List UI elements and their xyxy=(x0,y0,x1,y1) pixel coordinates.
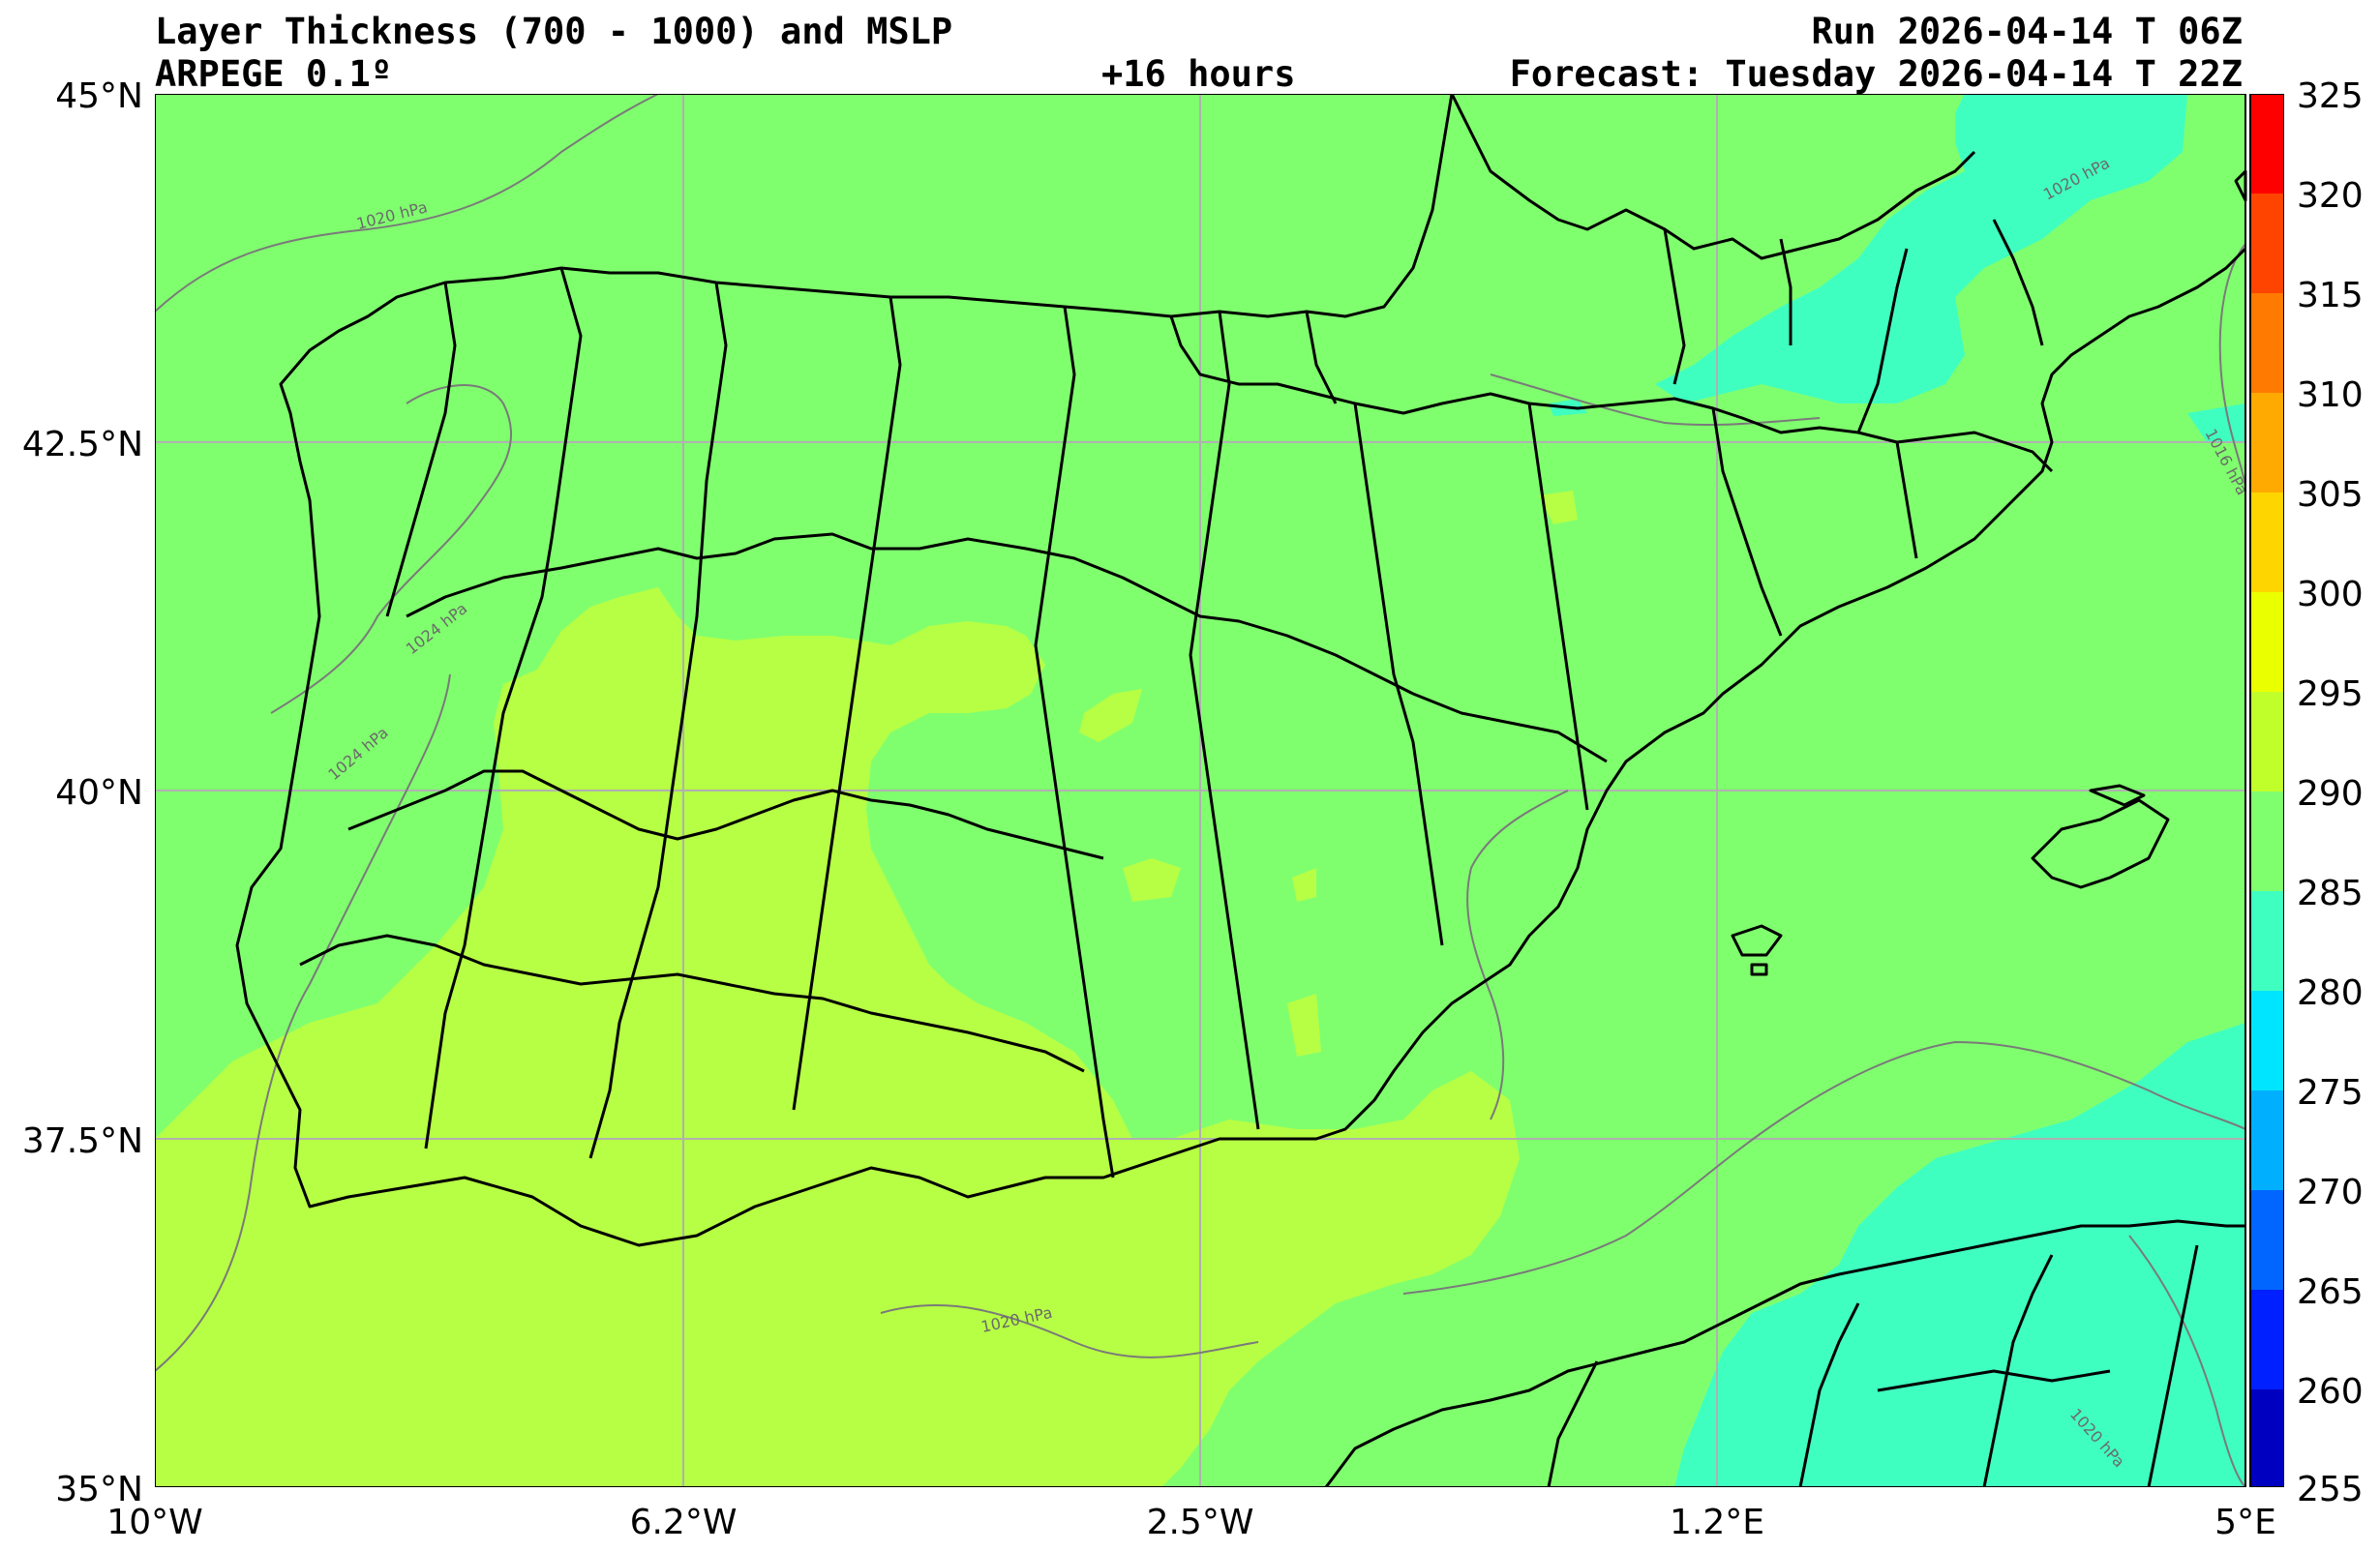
colorbar-tick-285: 285 xyxy=(2297,874,2364,913)
colorbar-segment xyxy=(2250,592,2284,692)
colorbar-tick-290: 290 xyxy=(2297,774,2364,814)
colorbar-tick-305: 305 xyxy=(2297,475,2364,515)
isobars xyxy=(155,94,2246,1487)
forecast-time: Forecast: Tuesday 2026-04-14 T 22Z xyxy=(1509,53,2243,95)
lon-label-10w: 10°W xyxy=(106,1503,203,1542)
chart-title: Layer Thickness (700 - 1000) and MSLP xyxy=(155,11,953,52)
colorbar-tick-275: 275 xyxy=(2297,1073,2364,1113)
lon-label-2-5w: 2.5°W xyxy=(1146,1503,1254,1542)
colorbar-segment xyxy=(2250,1290,2284,1389)
colorbar-segment xyxy=(2250,1389,2284,1487)
map-frame xyxy=(155,94,2246,1487)
warm-thickness-region xyxy=(155,491,2245,1487)
coastlines-and-borders xyxy=(235,94,2247,1487)
lat-label-37-5: 37.5°N xyxy=(21,1121,143,1161)
lon-label-6-2w: 6.2°W xyxy=(629,1503,738,1542)
colorbar-segment xyxy=(2250,1190,2284,1290)
colorbar-tick-310: 310 xyxy=(2297,375,2364,415)
colorbar-segment xyxy=(2250,891,2284,991)
colorbar-frame xyxy=(2249,94,2284,1487)
colorbar-tick-270: 270 xyxy=(2297,1173,2364,1212)
lon-label-1-2e: 1.2°E xyxy=(1670,1503,1764,1542)
colorbar-tick-320: 320 xyxy=(2297,176,2364,216)
colorbar-segment xyxy=(2250,194,2284,293)
thickness-map[interactable]: 1020 hPa 1024 hPa 1024 hPa 1020 hPa 1020… xyxy=(155,94,2284,1487)
colorbar-tick-255: 255 xyxy=(2297,1470,2364,1509)
colorbar-tick-265: 265 xyxy=(2297,1272,2364,1312)
lat-label-42-5: 42.5°N xyxy=(21,425,143,464)
colorbar-tick-300: 300 xyxy=(2297,575,2364,614)
colorbar-segment xyxy=(2250,1090,2284,1190)
latlon-gridlines xyxy=(155,94,2245,1487)
colorbar-segment xyxy=(2250,293,2284,393)
lead-time: +16 hours xyxy=(1101,53,1296,95)
colorbar-segment xyxy=(2250,393,2284,492)
colorbar-segment xyxy=(2250,692,2284,791)
model-name: ARPEGE 0.1º xyxy=(155,53,393,95)
colorbar-tick-260: 260 xyxy=(2297,1372,2364,1412)
lon-label-5e: 5°E xyxy=(2214,1503,2276,1542)
run-time: Run 2026-04-14 T 06Z xyxy=(1811,11,2243,52)
lat-label-45: 45°N xyxy=(55,76,143,116)
lat-label-35: 35°N xyxy=(55,1470,143,1509)
colorbar xyxy=(2249,94,2284,1487)
colorbar-segment xyxy=(2250,94,2284,194)
colorbar-segment xyxy=(2250,991,2284,1090)
colorbar-tick-280: 280 xyxy=(2297,973,2364,1013)
colorbar-segment xyxy=(2250,492,2284,592)
colorbar-tick-325: 325 xyxy=(2297,76,2364,116)
lat-label-40: 40°N xyxy=(55,773,143,813)
colorbar-tick-295: 295 xyxy=(2297,674,2364,714)
colorbar-tick-315: 315 xyxy=(2297,276,2364,315)
colorbar-segment xyxy=(2250,791,2284,891)
